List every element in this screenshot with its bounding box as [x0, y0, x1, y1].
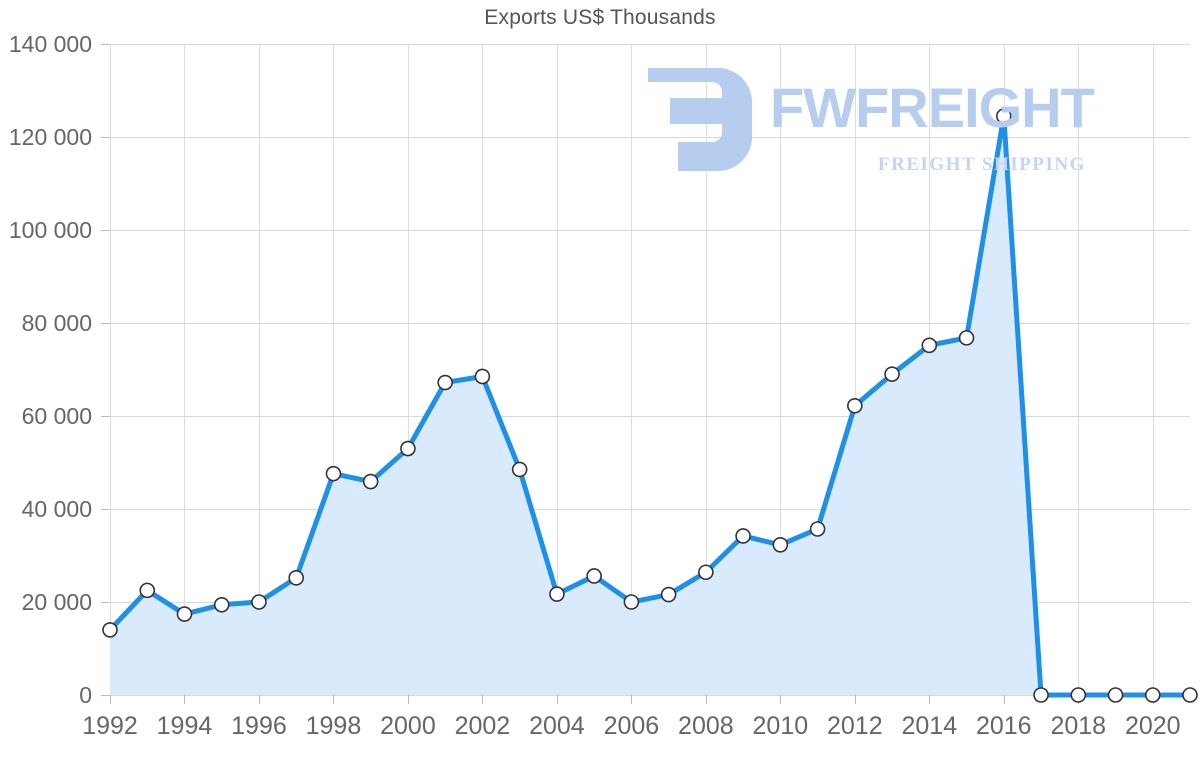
y-tick-label: 40 000	[22, 496, 92, 522]
x-tick-label: 2004	[529, 712, 585, 740]
x-axis-tick-labels: 1992 1994 1996 1998 2000 2002 2004 2006 2008 2010…	[82, 712, 1180, 740]
data-point-1996[interactable]	[251, 594, 267, 610]
chart-title: Exports US$ Thousands	[484, 6, 716, 29]
area-fill	[110, 116, 1190, 695]
data-point-1993[interactable]	[139, 582, 156, 599]
x-tick-label: 1992	[82, 712, 138, 740]
y-tick-label: 80 000	[22, 310, 92, 336]
data-point-1992[interactable]	[102, 622, 118, 638]
x-tick-label: 1998	[306, 712, 362, 740]
x-tick-label: 2008	[678, 712, 734, 740]
data-point-2008[interactable]	[698, 564, 714, 581]
y-tick-label: 60 000	[22, 403, 92, 429]
data-point-2015[interactable]	[958, 330, 975, 346]
data-point-2012[interactable]	[847, 397, 863, 414]
data-point-2001[interactable]	[437, 374, 453, 391]
data-point-2020[interactable]	[1144, 687, 1161, 703]
data-point-2003[interactable]	[511, 461, 528, 478]
y-tick-label: 140 000	[9, 31, 92, 57]
data-point-2010[interactable]	[772, 537, 789, 553]
data-point-1998[interactable]	[325, 465, 342, 482]
data-point-2002[interactable]	[474, 368, 491, 385]
x-tick-label: 2018	[1050, 712, 1106, 740]
data-point-1997[interactable]	[288, 570, 305, 586]
data-point-2013[interactable]	[884, 366, 900, 382]
x-tick-label: 2020	[1125, 712, 1181, 740]
data-point-2006[interactable]	[623, 594, 640, 610]
x-tick-label: 2002	[455, 712, 511, 740]
data-point-2019[interactable]	[1107, 687, 1124, 703]
data-point-2007[interactable]	[660, 586, 677, 603]
x-tick-label: 2012	[827, 712, 883, 740]
data-point-1995[interactable]	[213, 596, 230, 613]
data-point-1994[interactable]	[176, 606, 193, 622]
y-tick-label: 120 000	[9, 124, 92, 150]
data-point-2000[interactable]	[400, 440, 416, 457]
data-point-2018[interactable]	[1070, 687, 1087, 703]
data-point-2004[interactable]	[549, 586, 565, 602]
data-point-1999[interactable]	[362, 473, 379, 490]
x-tick-label: 2014	[901, 712, 957, 740]
y-tick-label: 100 000	[9, 217, 92, 243]
y-tick-label: 20 000	[22, 589, 92, 615]
data-point-markers[interactable]	[102, 108, 1198, 703]
y-tick-label: 0	[79, 682, 92, 708]
x-tick-label: 1996	[231, 712, 287, 740]
x-tick-label: 2006	[604, 712, 660, 740]
x-tick-label: 1994	[157, 712, 213, 740]
x-tick-label: 2010	[753, 712, 809, 740]
x-tick-label: 2016	[976, 712, 1032, 740]
data-point-2009[interactable]	[735, 528, 751, 544]
data-point-2016[interactable]	[995, 108, 1012, 124]
data-point-2011[interactable]	[809, 521, 826, 537]
data-point-2005[interactable]	[586, 568, 602, 584]
data-point-2017[interactable]	[1033, 687, 1049, 703]
x-tick-label: 2000	[380, 712, 436, 740]
data-point-2021[interactable]	[1182, 687, 1198, 703]
y-axis-tick-labels: 0 20 000 40 000 60 000 80 000 100 000 120 000 1…	[9, 31, 92, 708]
data-point-2014[interactable]	[921, 337, 938, 354]
